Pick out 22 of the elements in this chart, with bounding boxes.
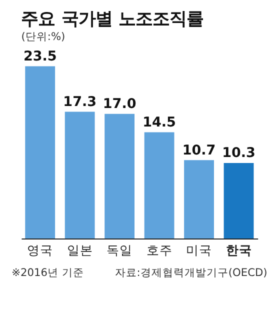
bar — [224, 163, 254, 239]
bar — [64, 112, 95, 239]
text: ※2016년 기준 — [12, 266, 84, 280]
bar — [104, 114, 135, 239]
x-tick-label: 일본 — [66, 242, 93, 258]
text: 자료:경제협력개발기구(OECD) — [114, 266, 268, 280]
x-tick-label: 영국 — [27, 242, 54, 258]
data-label: 10.3 — [222, 145, 256, 162]
data-label: 23.5 — [23, 48, 57, 64]
x-tick-label: 호주 — [146, 242, 172, 258]
x-tick-label: 한국 — [226, 242, 252, 258]
data-label: 17.3 — [63, 94, 96, 110]
data-label: 14.5 — [142, 114, 176, 130]
x-tick-label: 독일 — [106, 242, 133, 258]
bar — [184, 160, 214, 239]
data-label: 17.0 — [102, 96, 136, 112]
chart-subtitle: (단위:%) — [21, 30, 66, 43]
x-tick-label: 미국 — [186, 242, 212, 258]
bar — [144, 132, 174, 239]
bar — [25, 66, 56, 239]
chart-title: 주요 국가별 노조조직률 — [21, 9, 204, 30]
data-label: 10.7 — [182, 142, 216, 158]
